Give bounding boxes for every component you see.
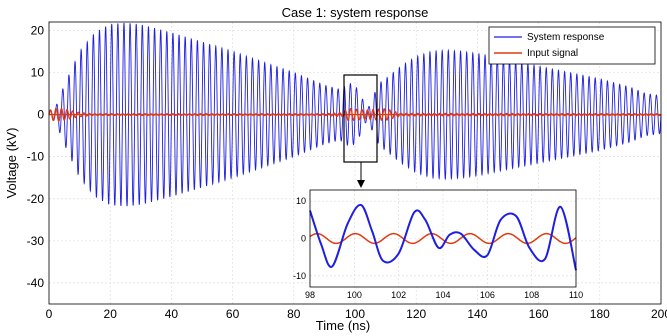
main-y-tick-label: -40	[27, 276, 45, 290]
main-x-tick-label: 100	[345, 307, 365, 321]
chart-title: Case 1: system response	[282, 5, 429, 20]
inset-ticks: 98 100 102 104 106 108 110 -10 0 10	[293, 196, 583, 300]
main-y-tick-label: 10	[31, 66, 45, 80]
inset-x-tick-label: 102	[391, 290, 406, 300]
main-y-tick-label: -20	[27, 192, 45, 206]
inset-y-tick-label: -10	[293, 271, 306, 281]
main-x-tick-label: 200	[651, 307, 667, 321]
inset-series-line-1	[309, 232, 577, 245]
main-series	[48, 22, 662, 207]
legend: System response Input signal	[488, 26, 656, 65]
y-axis-label: Voltage (kV)	[4, 128, 19, 199]
legend-label-input-signal: Input signal	[527, 48, 578, 59]
inset-x-tick-label: 100	[347, 290, 362, 300]
inset-y-tick-label: 0	[301, 234, 306, 244]
inset-grid	[309, 190, 577, 287]
inset-y-tick-label: 10	[296, 196, 306, 206]
main-x-tick-label: 180	[590, 307, 610, 321]
main-ticks: 020406080100120140160180200-40-30-20-100…	[27, 23, 667, 321]
main-x-tick-label: 60	[226, 307, 240, 321]
main-plot-frame	[48, 21, 662, 305]
inset-x-tick-label: 108	[524, 290, 539, 300]
main-y-tick-label: -10	[27, 150, 45, 164]
inset-plot-frame	[309, 189, 577, 288]
legend-label-system-response: System response	[527, 32, 605, 43]
x-axis-label: Time (ns)	[316, 318, 370, 333]
main-x-tick-label: 80	[287, 307, 301, 321]
main-x-tick-label: 160	[529, 307, 549, 321]
main-x-tick-label: 140	[467, 307, 487, 321]
main-y-tick-label: 0	[37, 108, 44, 122]
inset-series	[309, 203, 577, 271]
inset-x-tick-label: 110	[569, 290, 583, 300]
inset-axes: 98 100 102 104 106 108 110 -10 0 10	[293, 189, 583, 300]
zoom-arrow-head	[357, 180, 365, 188]
inset-x-tick-label: 106	[480, 290, 495, 300]
inset-x-tick-label: 98	[305, 290, 315, 300]
main-x-tick-label: 40	[165, 307, 179, 321]
main-y-tick-label: 20	[31, 23, 45, 37]
main-x-tick-label: 120	[406, 307, 426, 321]
main-x-tick-label: 20	[104, 307, 118, 321]
main-x-tick-label: 0	[46, 307, 53, 321]
legend-box	[488, 26, 656, 65]
main-y-tick-label: -30	[27, 234, 45, 248]
inset-x-tick-label: 104	[435, 290, 450, 300]
inset-series-line-0	[309, 203, 577, 271]
